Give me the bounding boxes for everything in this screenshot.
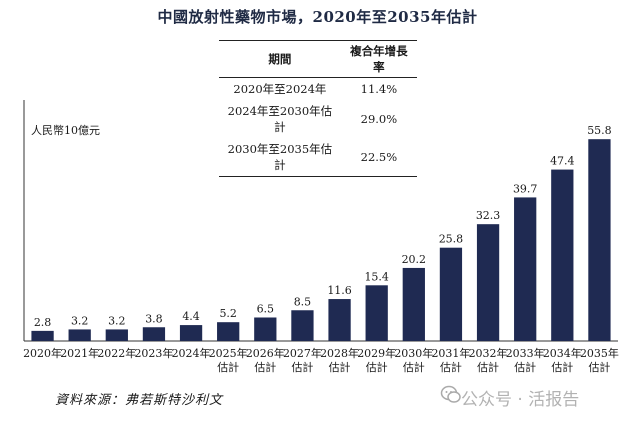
data-label: 47.4 <box>550 155 575 168</box>
x-tick-label: 2024年 <box>172 346 211 360</box>
cagr-period: 2020年至2024年 <box>233 82 327 96</box>
x-tick-label: 2026年 <box>246 346 285 360</box>
watermark-text: 公众号 · 活报告 <box>461 390 580 410</box>
cagr-rate: 29.0% <box>360 112 398 126</box>
bar <box>254 317 277 341</box>
x-tick-label: 估計 <box>254 360 276 374</box>
x-tick-label: 2035年 <box>580 346 619 360</box>
x-tick-label: 2030年 <box>394 346 433 360</box>
bar <box>365 285 388 341</box>
bar <box>476 224 500 341</box>
x-tick-label: 2028年 <box>320 346 359 360</box>
chart-title: 中國放射性藥物市場，2020年至2035年估計 <box>157 8 478 26</box>
x-tick-label: 2033年 <box>506 346 545 360</box>
cagr-period: 2024年至2030年估計 <box>227 104 333 134</box>
data-label: 3.2 <box>71 314 89 327</box>
bar <box>514 197 537 341</box>
x-tick-label: 2020年 <box>23 346 62 360</box>
data-label: 11.6 <box>327 284 352 297</box>
x-tick-label: 2031年 <box>431 346 470 360</box>
bar <box>105 329 128 341</box>
cagr-row: 2030年至2035年估計 22.5% <box>219 138 417 177</box>
y-axis-unit-label: 人民幣10億元 <box>31 124 100 137</box>
bar <box>439 247 463 341</box>
cagr-header-rate: 複合年增長率 <box>340 40 417 78</box>
data-label: 39.7 <box>513 182 538 195</box>
x-tick-label: 估計 <box>588 360 610 374</box>
x-tick-label: 2021年 <box>60 346 99 360</box>
x-tick-label: 估計 <box>329 360 351 374</box>
x-tick-label: 2027年 <box>283 346 322 360</box>
bar <box>142 327 166 341</box>
data-label: 3.8 <box>145 312 163 325</box>
cagr-row: 2024年至2030年估計 29.0% <box>219 100 417 138</box>
cagr-table: 期間 複合年增長率 2020年至2024年 11.4% 2024年至2030年估… <box>219 40 417 177</box>
bar <box>217 322 240 341</box>
data-label: 3.2 <box>108 314 126 327</box>
x-tick-label: 2029年 <box>357 346 396 360</box>
bar <box>68 329 91 341</box>
x-tick-label: 估計 <box>477 360 499 374</box>
data-label: 15.4 <box>364 270 389 283</box>
data-label: 32.3 <box>476 209 501 222</box>
x-tick-label: 估計 <box>440 360 462 374</box>
x-tick-label: 估計 <box>514 360 536 374</box>
x-tick-label: 2022年 <box>97 346 136 360</box>
x-tick-label: 估計 <box>366 360 388 374</box>
data-label: 6.5 <box>257 302 275 315</box>
bar <box>588 139 611 341</box>
cagr-header-row: 期間 複合年增長率 <box>219 40 417 78</box>
x-tick-label: 2023年 <box>134 346 173 360</box>
x-tick-label: 2032年 <box>469 346 508 360</box>
x-tick-label: 估計 <box>403 360 425 374</box>
cagr-header-period: 期間 <box>219 40 341 78</box>
x-tick-label: 估計 <box>551 360 573 374</box>
source-note: 資料來源：弗若斯特沙利文 <box>55 393 224 408</box>
bar <box>31 330 54 341</box>
data-label: 2.8 <box>34 316 52 329</box>
cagr-rate: 11.4% <box>360 82 398 96</box>
bar <box>328 299 351 341</box>
x-tick-label: 2034年 <box>543 346 582 360</box>
x-tick-label: 估計 <box>217 360 239 374</box>
data-label: 25.8 <box>439 233 464 246</box>
bar <box>179 325 203 341</box>
data-label: 4.4 <box>182 310 200 323</box>
wechat-icon <box>440 385 461 403</box>
cagr-period: 2030年至2035年估計 <box>219 138 341 177</box>
x-tick-label: 估計 <box>291 360 313 374</box>
data-label: 20.2 <box>402 253 427 266</box>
cagr-row: 2020年至2024年 11.4% <box>219 78 417 101</box>
bar <box>291 310 314 341</box>
bar <box>402 267 425 341</box>
data-label: 55.8 <box>587 124 612 137</box>
bar <box>551 169 574 341</box>
data-label: 5.2 <box>219 307 237 320</box>
data-label: 8.5 <box>294 295 312 308</box>
x-tick-label: 2025年 <box>209 346 248 360</box>
cagr-rate: 22.5% <box>340 138 417 177</box>
